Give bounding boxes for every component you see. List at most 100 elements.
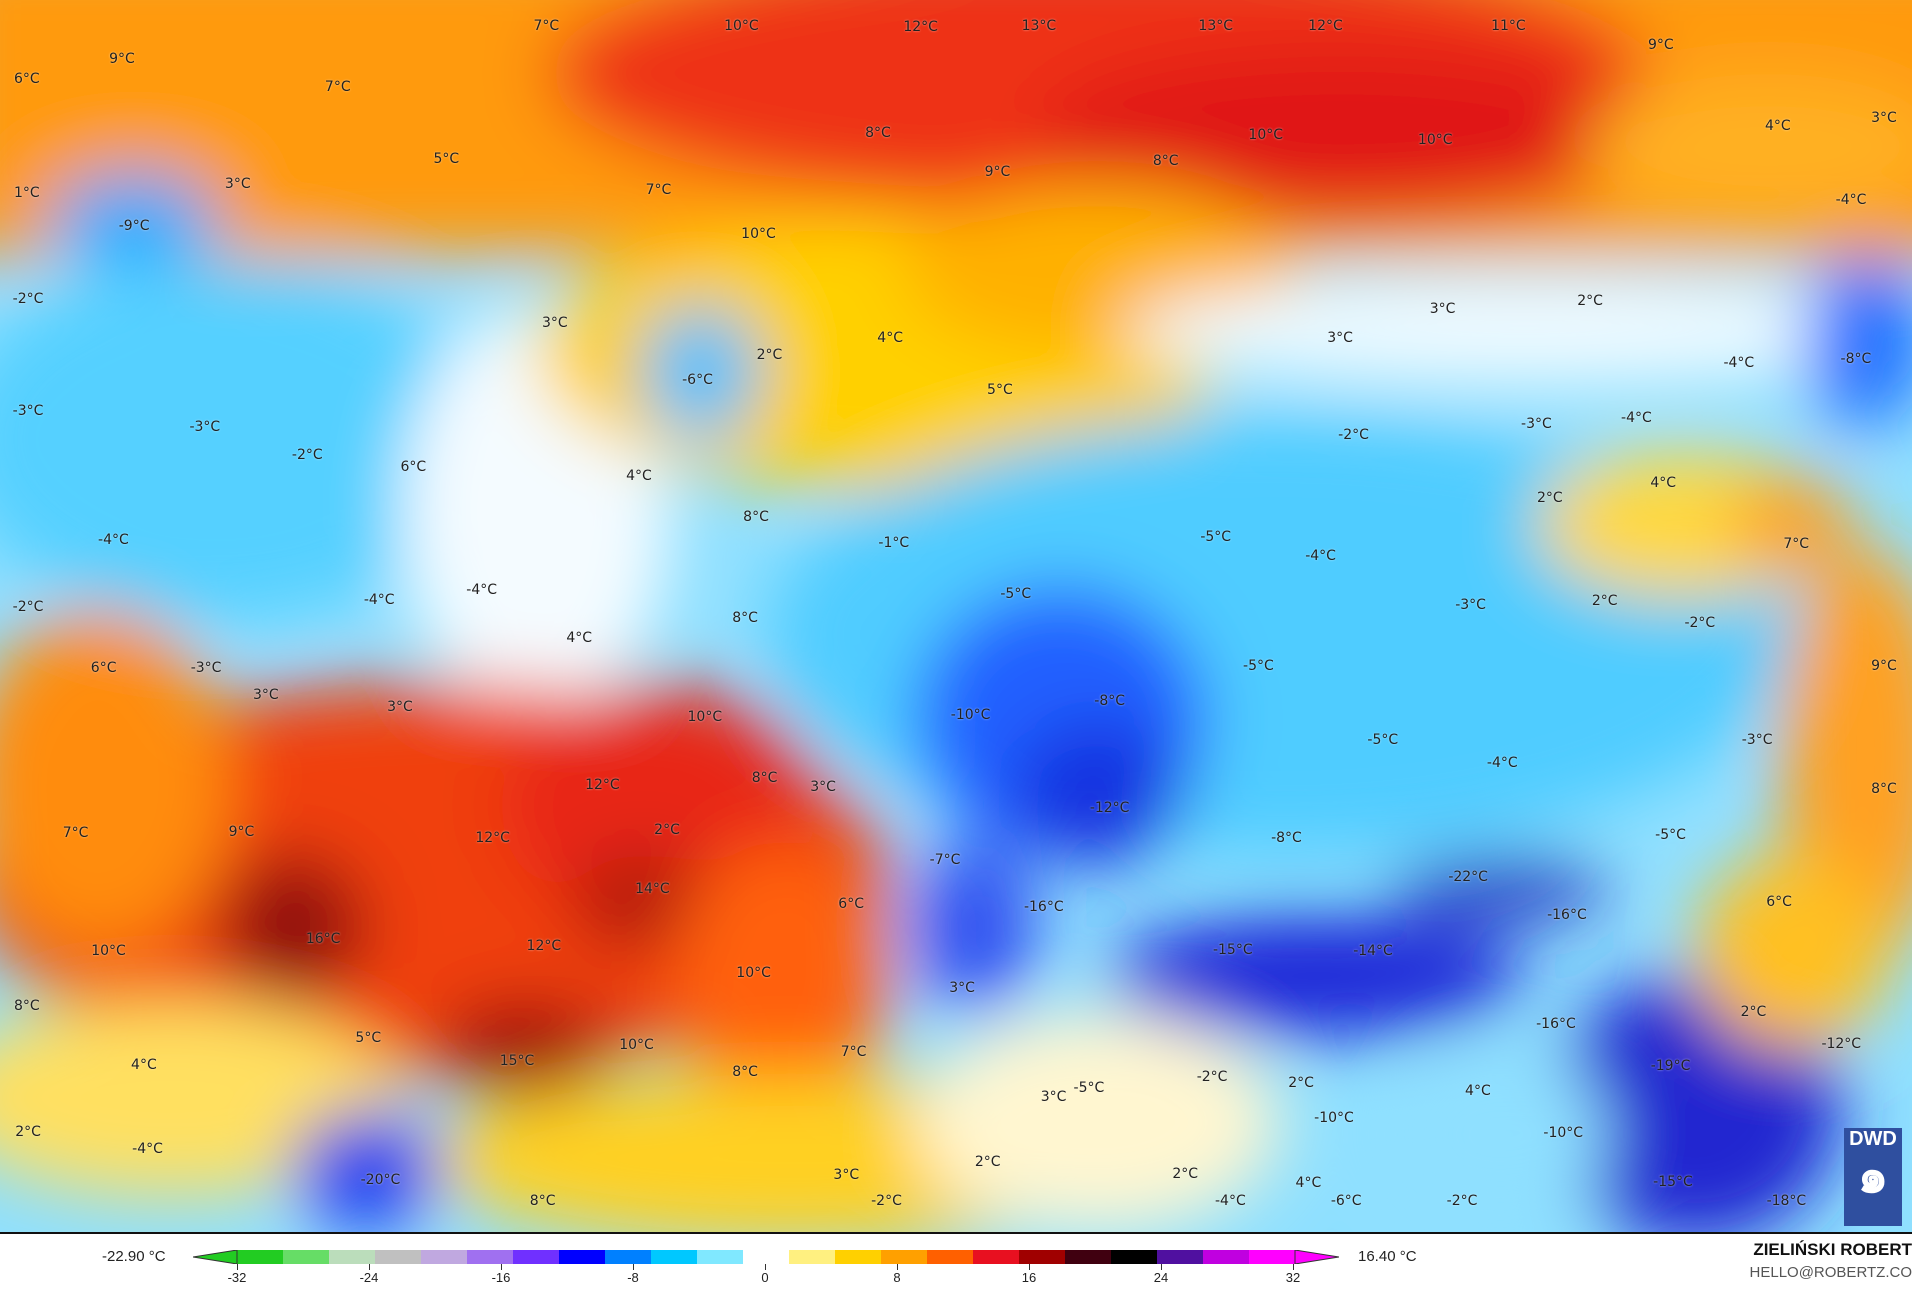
temperature-label: -2°C	[1446, 1193, 1478, 1210]
spiral-icon: ๑	[1857, 1150, 1889, 1203]
tick-mark	[897, 1264, 898, 1270]
temperature-label: -4°C	[132, 1140, 163, 1157]
tick-label: -16	[491, 1270, 511, 1285]
dwd-logo: DWD ๑	[1844, 1128, 1902, 1226]
dwd-logo-text: DWD	[1849, 1128, 1897, 1150]
scale-swatch	[421, 1250, 468, 1264]
temperature-label: 4°C	[1765, 117, 1791, 134]
temperature-label: 2°C	[1591, 593, 1618, 610]
temperature-label: 9°C	[1871, 657, 1897, 674]
temperature-label: -2°C	[12, 290, 44, 307]
scale-swatch	[789, 1250, 836, 1264]
scale-swatch	[927, 1250, 974, 1264]
temperature-label: -2°C	[1338, 427, 1369, 444]
scale-swatch	[651, 1250, 698, 1264]
temperature-label: 10°C	[1248, 127, 1284, 144]
temperature-label: 6°C	[90, 660, 117, 677]
temperature-label: 3°C	[541, 315, 568, 332]
scale-max-arrow	[1294, 1250, 1339, 1264]
scale-swatch	[1203, 1250, 1250, 1264]
temperature-label: -6°C	[682, 372, 713, 389]
temperature-map: 7°C 10°C 12°C 13°C 13°C 12°C 11°C 9°C 6°C 7°C 9°C 4…	[0, 0, 1912, 1232]
tick-label: 0	[761, 1270, 769, 1285]
temperature-label: -2°C	[12, 599, 44, 616]
temperature-label: 16°C	[305, 930, 341, 947]
scale-swatch	[329, 1250, 376, 1264]
temperature-label: 9°C	[1647, 37, 1674, 54]
temperature-label: -3°C	[12, 402, 44, 419]
scale-swatch	[1249, 1250, 1296, 1264]
temperature-label: -4°C	[1835, 191, 1867, 208]
temperature-label: 8°C	[743, 509, 769, 526]
temperature-label: 8°C	[1152, 152, 1179, 169]
temperature-label: -14°C	[1353, 943, 1393, 960]
scale-swatch	[881, 1250, 928, 1264]
temperature-label: 10°C	[687, 709, 723, 725]
temperature-label: 10°C	[619, 1037, 654, 1053]
temperature-label: -16°C	[1023, 899, 1064, 916]
temperature-label: 9°C	[109, 50, 135, 67]
temperature-label: 10°C	[91, 943, 126, 960]
temperature-label: -4°C	[1305, 548, 1336, 565]
temperature-label: -8°C	[1840, 350, 1872, 367]
tick-mark	[501, 1264, 502, 1270]
temperature-label: 2°C	[1740, 1004, 1767, 1021]
temperature-label: -15°C	[1212, 941, 1253, 958]
temperature-label: -1°C	[878, 534, 910, 551]
tick-mark	[765, 1264, 766, 1270]
author-credit: ZIELIŃSKI ROBERT	[1753, 1240, 1912, 1259]
tick-mark	[1293, 1264, 1294, 1270]
temperature-label: -4°C	[466, 582, 498, 599]
temperature-label: 3°C	[1871, 110, 1897, 127]
temperature-label: 6°C	[1766, 894, 1792, 911]
temperature-label: -5°C	[1243, 657, 1274, 674]
temperature-label: 3°C	[1429, 300, 1456, 317]
temperature-label: 2°C	[654, 822, 680, 839]
temperature-label: 6°C	[838, 895, 864, 912]
temperature-label: 4°C	[1650, 474, 1677, 491]
temperature-label: -8°C	[1094, 693, 1126, 710]
temperature-label: 3°C	[810, 778, 836, 795]
temperature-label: -3°C	[1521, 416, 1552, 433]
temperature-label: 7°C	[533, 17, 560, 34]
tick-mark	[237, 1264, 238, 1270]
temperature-label: 14°C	[635, 880, 670, 897]
temperature-label: -4°C	[1214, 1193, 1246, 1210]
scale-min-arrow	[193, 1250, 238, 1264]
tick-mark	[369, 1264, 370, 1270]
temperature-label: -2°C	[1196, 1068, 1228, 1085]
scale-swatch	[743, 1250, 790, 1264]
temperature-label: 4°C	[1295, 1174, 1322, 1191]
temperature-label: 15°C	[499, 1052, 535, 1069]
temperature-label: -8°C	[1271, 829, 1302, 846]
temperature-label: -16°C	[1547, 906, 1587, 923]
temperature-field	[0, 0, 1912, 1232]
scale-swatch	[237, 1250, 284, 1264]
legend-max: 16.40 °C	[1358, 1248, 1417, 1265]
temperature-label: 8°C	[732, 610, 758, 627]
scale-swatch	[605, 1250, 652, 1264]
temperature-label: 7°C	[324, 78, 351, 95]
temperature-label: -5°C	[1200, 528, 1232, 545]
tick-mark	[1029, 1264, 1030, 1270]
temperature-label: 2°C	[974, 1154, 1001, 1171]
temperature-label: -7°C	[929, 851, 961, 868]
temperature-label: 5°C	[355, 1029, 382, 1046]
temperature-label: 9°C	[228, 823, 255, 840]
scale-swatch	[559, 1250, 606, 1264]
temperature-label: -10°C	[1314, 1110, 1354, 1127]
temperature-label: 6°C	[400, 459, 427, 476]
temperature-label: 8°C	[1871, 780, 1897, 797]
temperature-label: 12°C	[1308, 17, 1343, 34]
temperature-label: 5°C	[987, 382, 1013, 399]
temperature-label: 10°C	[1417, 132, 1453, 149]
temperature-label: 5°C	[433, 150, 460, 167]
temperature-label: 3°C	[252, 687, 279, 704]
temperature-label: -4°C	[98, 532, 129, 549]
temperature-label: 9°C	[984, 163, 1011, 180]
temperature-label: 7°C	[840, 1044, 867, 1061]
temperature-label: -10°C	[1543, 1124, 1584, 1141]
temperature-label: -15°C	[1653, 1173, 1693, 1190]
temperature-label: -12°C	[1821, 1035, 1862, 1052]
temperature-label: -3°C	[1741, 732, 1773, 749]
